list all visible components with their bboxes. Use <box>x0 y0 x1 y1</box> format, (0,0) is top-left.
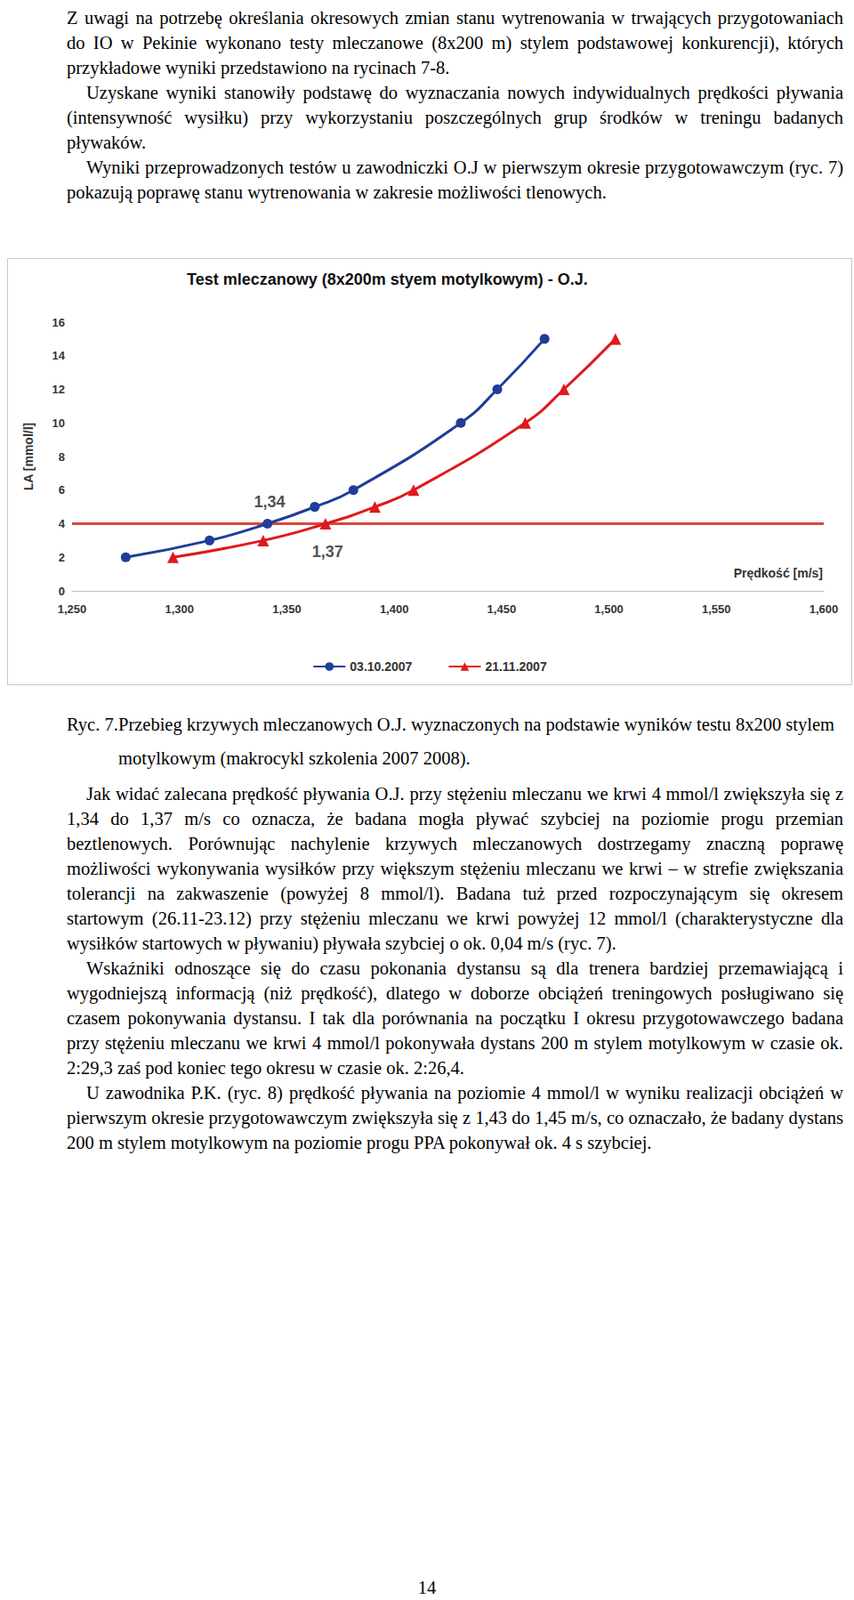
html-text:Wyniki przeprowadzonych testów: Wyniki przeprowadzonych testów u zawodni… <box>66 157 844 202</box>
svg-text:16: 16 <box>52 315 65 330</box>
svg-text:1,350: 1,350 <box>272 602 302 616</box>
html-text:Wskaźniki odnoszące się do cza: Wskaźniki odnoszące się do czasu pokonan… <box>66 958 844 1078</box>
html-text:Jak widać zalecana prędkość pł: Jak widać zalecana prędkość pływania O.J… <box>66 783 844 953</box>
svg-text:0: 0 <box>58 584 65 598</box>
html-text:Z uwagi na potrzebę określania: Z uwagi na potrzebę określania okresowyc… <box>66 8 844 78</box>
svg-text:1,300: 1,300 <box>164 602 194 616</box>
html-text:U zawodnika P.K. (ryc. 8) pręd: U zawodnika P.K. (ryc. 8) prędkość pływa… <box>66 1082 844 1153</box>
svg-text:1,400: 1,400 <box>379 602 410 616</box>
svg-text:12: 12 <box>52 382 65 396</box>
svg-text:1,450: 1,450 <box>487 602 517 616</box>
html-text:14: 14 <box>417 1577 437 1597</box>
svg-text:Test mleczanowy (8x200m styem: Test mleczanowy (8x200m styem motylkowym… <box>186 270 589 289</box>
svg-text:10: 10 <box>52 416 65 430</box>
svg-text:1,600: 1,600 <box>809 602 839 616</box>
svg-text:1,250: 1,250 <box>57 602 88 616</box>
svg-text:03.10.2007: 03.10.2007 <box>349 659 412 674</box>
svg-text:1,37: 1,37 <box>312 542 344 561</box>
svg-text:1,34: 1,34 <box>254 492 286 511</box>
svg-text:Prędkość [m/s]: Prędkość [m/s] <box>733 565 823 581</box>
svg-text:14: 14 <box>52 348 66 363</box>
html-text:Ryc. 7. Przebieg krzywych mlec: Ryc. 7. Przebieg krzywych mleczanowych O… <box>66 714 835 768</box>
svg-text:6: 6 <box>58 483 65 497</box>
svg-text:8: 8 <box>58 450 65 464</box>
svg-text:21.11.2007: 21.11.2007 <box>484 659 548 674</box>
svg-text:LA [mmol/l]: LA [mmol/l] <box>21 422 36 491</box>
svg-text:2: 2 <box>58 550 65 564</box>
svg-text:4: 4 <box>58 516 66 531</box>
svg-text:1,500: 1,500 <box>594 602 624 616</box>
html-text:Uzyskane wyniki stanowiły pods: Uzyskane wyniki stanowiły podstawę do wy… <box>66 82 844 153</box>
svg-text:1,550: 1,550 <box>701 602 732 616</box>
